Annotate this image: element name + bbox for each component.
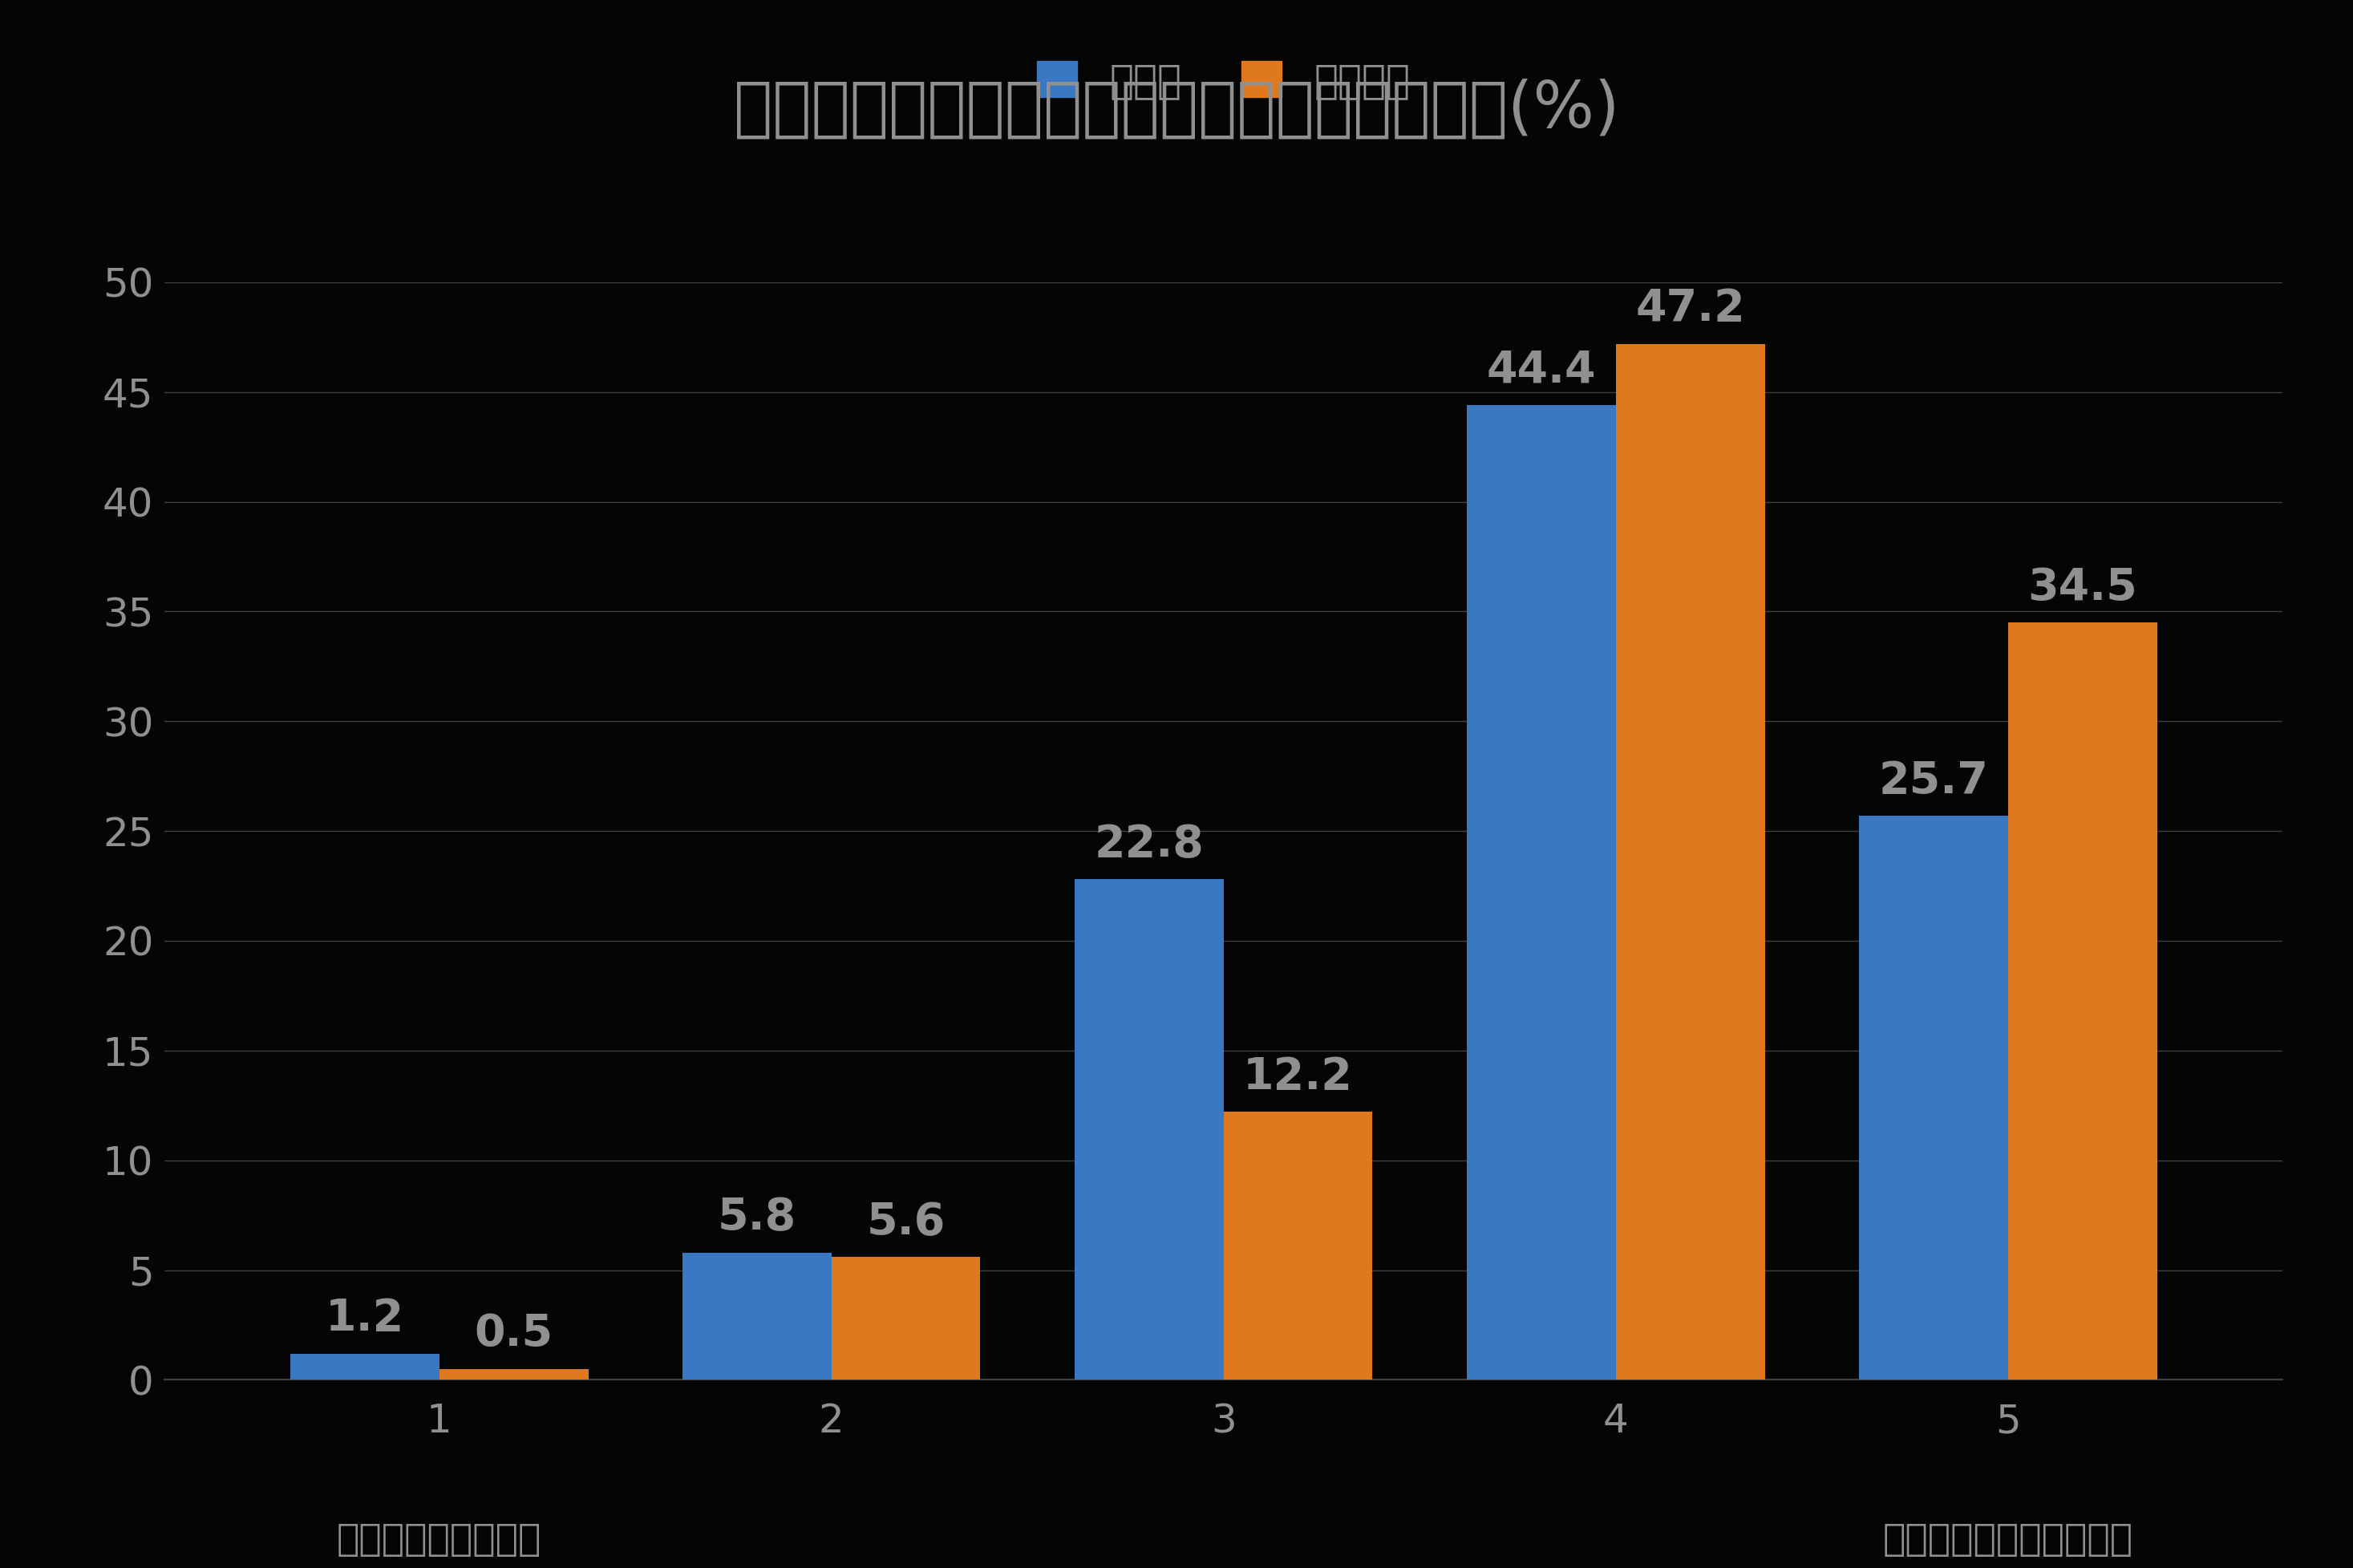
- Bar: [1466, 405, 1617, 1380]
- Text: 5.8: 5.8: [718, 1196, 795, 1239]
- Text: 22.8: 22.8: [1094, 823, 1205, 866]
- Bar: [1075, 880, 1224, 1380]
- Text: 25.7: 25.7: [1878, 759, 1988, 803]
- Bar: [440, 1369, 588, 1380]
- Text: 47.2: 47.2: [1635, 287, 1746, 331]
- Bar: [682, 1253, 831, 1380]
- Bar: [1224, 1112, 1372, 1380]
- Bar: [831, 1258, 981, 1380]
- Bar: [2007, 622, 2158, 1380]
- Text: 5.6: 5.6: [866, 1201, 946, 1243]
- Text: 全く充実していない: 全く充実していない: [336, 1523, 541, 1559]
- Text: 0.5: 0.5: [475, 1312, 553, 1356]
- Bar: [1617, 343, 1765, 1380]
- Bar: [289, 1353, 440, 1380]
- Text: 44.4: 44.4: [1487, 348, 1595, 392]
- Text: （とても充実していた）: （とても充実していた）: [1882, 1523, 2134, 1559]
- Legend: 自宅生, 自宅外生: 自宅生, 自宅外生: [1038, 61, 1409, 100]
- Bar: [1859, 815, 2007, 1380]
- Text: 34.5: 34.5: [2028, 566, 2137, 610]
- Text: 大学生活はどれくらい充実していましたか？(%): 大学生活はどれくらい充実していましたか？(%): [734, 78, 1619, 141]
- Text: 1.2: 1.2: [325, 1297, 405, 1341]
- Text: 12.2: 12.2: [1242, 1055, 1353, 1099]
